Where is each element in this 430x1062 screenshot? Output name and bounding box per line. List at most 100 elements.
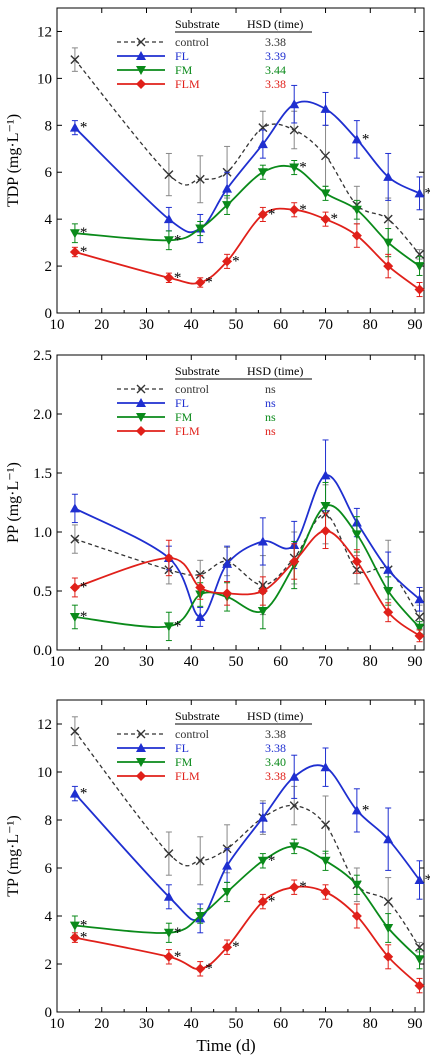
series-line [74,474,421,618]
marker-control [289,801,299,811]
legend-label: FL [175,741,189,755]
marker-flm [69,247,80,257]
marker-fm [163,622,174,632]
significance-marker: * [80,244,88,260]
marker-control [321,151,331,161]
marker-control [70,534,80,544]
legend-hsd-value: ns [265,382,276,396]
marker-flm [136,79,146,89]
marker-fl [69,122,80,132]
x-tick-label: 20 [94,1016,109,1032]
marker-flm [222,942,233,953]
marker-flm [351,911,362,921]
series-line [74,764,421,922]
legend-label: FM [175,755,193,769]
marker-fm [222,888,233,897]
marker-control [70,726,80,736]
x-tick-label: 60 [273,654,288,670]
y-tick-label: 8 [45,118,53,134]
marker-control [136,729,146,739]
marker-fl [289,99,300,109]
marker-fm [163,236,174,246]
marker-fm [69,229,80,239]
plot-frame [56,7,425,314]
x-tick-label: 20 [94,654,109,670]
series-line [74,504,421,629]
marker-flm [383,261,394,272]
y-tick-label: 4 [45,212,53,228]
marker-flm [163,272,174,283]
marker-flm [163,552,174,563]
significance-marker: * [205,275,213,291]
series-fl: * * * [69,747,430,934]
marker-flm [222,588,233,599]
marker-flm [136,426,146,436]
significance-marker: * [268,206,276,222]
marker-flm [414,630,425,641]
marker-flm [289,882,300,893]
marker-fl [136,743,146,752]
series-flm: * [69,512,425,643]
x-tick-label: 50 [229,317,244,333]
marker-fl [163,214,174,224]
legend-header-hsd: HSD (time) [247,17,303,31]
marker-control [195,856,205,866]
y-tick-label: 8 [45,813,53,829]
marker-fm [136,413,146,422]
y-tick-label: 1.0 [33,525,52,541]
marker-flm [136,771,146,781]
marker-flm [351,556,362,567]
significance-marker: * [232,253,240,269]
significance-marker: * [362,802,370,818]
legend: Substrate HSD (time) control ns FL ns FM ns FLM n… [117,364,312,438]
legend-hsd-value: 3.38 [265,77,286,91]
marker-fm [414,262,425,272]
marker-fm [69,921,80,931]
series-line [74,164,421,267]
x-tick-label: 30 [139,317,154,333]
series-fm: ** [69,481,425,642]
marker-control [289,125,299,135]
legend-label: FLM [175,77,200,91]
marker-fl [69,788,80,798]
marker-fm [195,224,206,234]
marker-fl [222,183,233,193]
marker-fl [351,134,362,144]
significance-marker: * [299,160,307,176]
series-fm: * * * [69,838,425,970]
series-fl: * * * [69,84,430,244]
legend-header-substrate: Substrate [175,709,220,723]
x-tick-label: 10 [50,1016,65,1032]
legend-hsd-value: 3.38 [265,727,286,741]
series-fm: * * * [69,160,425,276]
series-line [74,885,421,987]
legend-hsd-value: 3.39 [265,49,286,63]
marker-flm [320,887,331,897]
marker-control [70,55,80,65]
significance-marker: * [80,786,88,802]
marker-fl [289,771,300,781]
marker-fl [383,564,394,574]
legend-label: FM [175,410,193,424]
marker-fm [195,912,206,921]
chart-panel-2: 10 20 30 40 50 60 70 80 90 0.0 0.5 1.0 1.5 2.0 2.5 PP (… [5,348,425,670]
y-tick-label: 2.0 [33,407,52,423]
significance-marker: * [80,579,88,595]
significance-marker: * [299,202,307,218]
plot-frame [56,354,425,651]
marker-control [415,612,425,622]
significance-marker: * [232,939,240,955]
marker-fm [257,856,268,866]
significance-marker: * [268,853,276,869]
legend: Substrate HSD (time) control 3.38 FL 3.38 FM 3.… [117,709,312,783]
marker-fl [320,103,331,113]
y-tick-label: 0.5 [33,584,52,600]
x-tick-label: 40 [184,317,199,333]
significance-marker: * [80,918,88,934]
significance-marker: * [205,961,213,977]
marker-fm [351,530,362,540]
marker-flm [257,586,268,596]
marker-fl [320,762,331,772]
marker-fl [163,891,174,901]
